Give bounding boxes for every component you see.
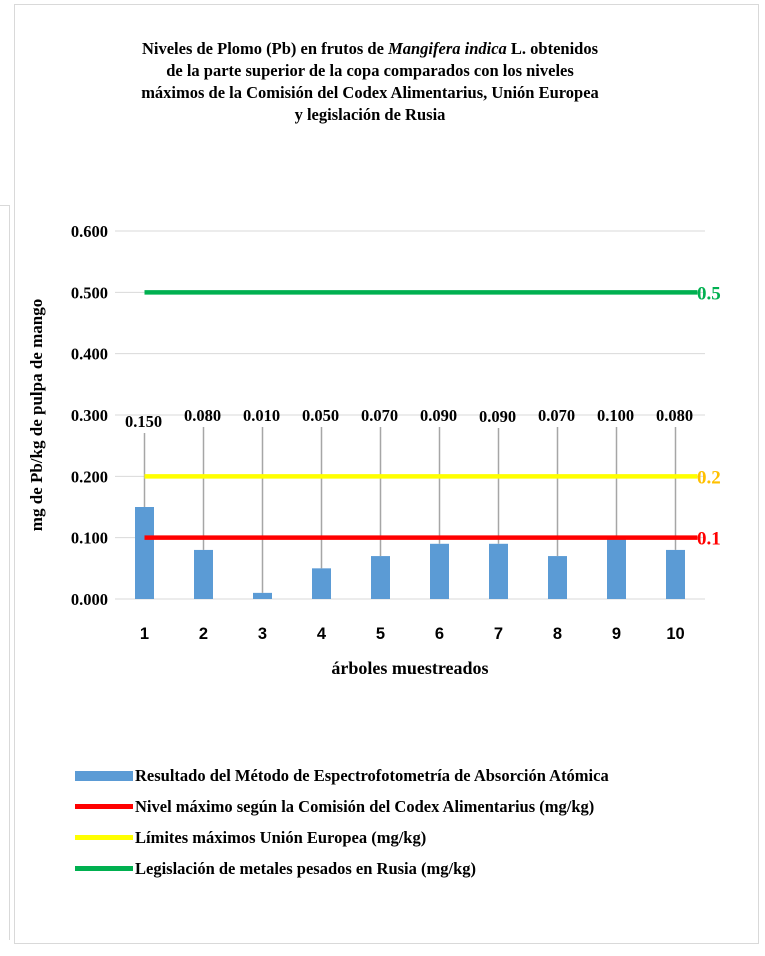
title-line-4: y legislación de Rusia bbox=[294, 105, 446, 124]
y-tick-label: 0.100 bbox=[71, 529, 108, 548]
legend-item: Nivel máximo según la Comisión del Codex… bbox=[75, 791, 609, 822]
legend-label: Legislación de metales pesados en Rusia … bbox=[135, 858, 477, 878]
x-tick-label: 8 bbox=[553, 625, 562, 643]
data-label: 0.100 bbox=[597, 406, 634, 425]
title-text: Niveles de Plomo (Pb) en frutos de bbox=[141, 39, 389, 58]
legend-swatch bbox=[75, 770, 133, 781]
bar bbox=[371, 556, 390, 599]
data-label: 0.070 bbox=[361, 406, 398, 425]
legend-item: Resultado del Método de Espectrofotometr… bbox=[75, 760, 609, 791]
legend-label: Resultado del Método de Espectrofotometr… bbox=[135, 765, 609, 785]
bar bbox=[135, 507, 154, 599]
y-axis-label: mg de Pb/kg de pulpa de mango bbox=[27, 299, 46, 531]
legend-item: Legislación de metales pesados en Rusia … bbox=[75, 853, 609, 884]
y-tick-label: 0.200 bbox=[71, 467, 108, 486]
title-text: L. obtenidos bbox=[506, 39, 599, 58]
legend-swatch bbox=[75, 835, 133, 840]
legend-label: Límites máximos Unión Europea (mg/kg) bbox=[135, 827, 427, 847]
data-label: 0.070 bbox=[538, 406, 575, 425]
y-tick-label: 0.500 bbox=[71, 283, 108, 302]
y-tick-label: 0.400 bbox=[71, 345, 108, 364]
bar bbox=[312, 568, 331, 599]
legend-label: Nivel máximo según la Comisión del Codex… bbox=[135, 796, 595, 816]
title-line-3: máximos de la Comisión del Codex Aliment… bbox=[141, 83, 599, 102]
x-tick-label: 1 bbox=[140, 625, 149, 643]
panel-edge bbox=[0, 205, 10, 940]
data-label: 0.090 bbox=[479, 407, 516, 426]
bar bbox=[489, 543, 508, 599]
x-tick-label: 7 bbox=[494, 625, 503, 643]
data-label: 0.050 bbox=[302, 406, 339, 425]
data-label: 0.010 bbox=[243, 406, 280, 425]
data-label: 0.080 bbox=[656, 406, 693, 425]
legend-swatch bbox=[75, 866, 133, 871]
data-label: 0.090 bbox=[420, 406, 457, 425]
x-axis-label: árboles muestreados bbox=[331, 658, 488, 678]
reference-line-label: 0.1 bbox=[697, 529, 721, 550]
chart-frame bbox=[14, 4, 759, 944]
title-line-1: Niveles de Plomo (Pb) en frutos de Mangi… bbox=[142, 39, 598, 58]
y-tick-label: 0.600 bbox=[71, 222, 108, 241]
x-tick-label: 10 bbox=[666, 625, 684, 643]
chart-legend: Resultado del Método de Espectrofotometr… bbox=[75, 760, 609, 884]
bar bbox=[194, 549, 213, 599]
chart-title: Niveles de Plomo (Pb) en frutos de Mangi… bbox=[95, 38, 645, 126]
bar bbox=[430, 543, 449, 599]
x-tick-label: 9 bbox=[612, 625, 621, 643]
legend-swatch bbox=[75, 804, 133, 809]
legend-item: Límites máximos Unión Europea (mg/kg) bbox=[75, 822, 609, 853]
bar bbox=[607, 537, 626, 599]
x-tick-label: 6 bbox=[435, 625, 444, 643]
x-tick-label: 5 bbox=[376, 625, 385, 643]
x-tick-label: 4 bbox=[317, 625, 327, 643]
reference-line-label: 0.5 bbox=[697, 283, 721, 304]
y-tick-label: 0.000 bbox=[71, 590, 108, 609]
x-tick-label: 2 bbox=[199, 625, 208, 643]
title-species: Mangifera indica bbox=[388, 39, 507, 58]
bar bbox=[253, 592, 272, 599]
reference-line-label: 0.2 bbox=[697, 467, 721, 488]
bar bbox=[548, 556, 567, 599]
title-line-2: de la parte superior de la copa comparad… bbox=[166, 61, 574, 80]
data-label: 0.080 bbox=[184, 406, 221, 425]
y-tick-label: 0.300 bbox=[71, 406, 108, 425]
x-tick-label: 3 bbox=[258, 625, 267, 643]
data-label: 0.150 bbox=[125, 412, 162, 431]
bar bbox=[666, 549, 685, 599]
